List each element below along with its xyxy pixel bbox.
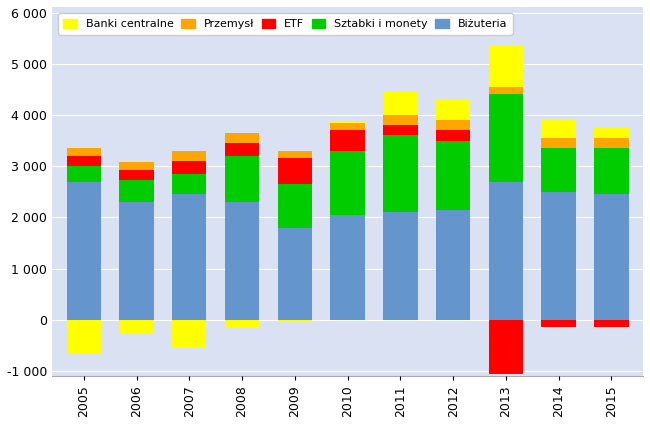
Bar [330, 215, 365, 320]
Bar [436, 120, 471, 130]
Bar [172, 151, 207, 161]
Bar [436, 100, 471, 120]
Bar [384, 212, 417, 320]
Bar [384, 92, 417, 115]
Bar [330, 130, 365, 151]
Bar [225, 133, 259, 143]
Bar [120, 162, 154, 170]
Bar [384, 125, 417, 135]
Bar [330, 121, 365, 123]
Bar [436, 130, 471, 141]
Bar [594, 128, 629, 138]
Bar [594, 138, 629, 148]
Bar [489, 181, 523, 320]
Bar [67, 156, 101, 166]
Bar [172, 161, 207, 174]
Bar [489, 95, 523, 181]
Bar [67, 181, 101, 320]
Bar [541, 138, 576, 148]
Bar [541, 120, 576, 138]
Bar [120, 202, 154, 320]
Bar [330, 123, 365, 130]
Bar [541, 148, 576, 192]
Bar [384, 115, 417, 125]
Bar [278, 320, 312, 321]
Bar [541, 192, 576, 320]
Bar [120, 170, 154, 180]
Bar [278, 184, 312, 228]
Bar [67, 148, 101, 156]
Bar [436, 210, 471, 320]
Bar [541, 320, 576, 327]
Bar [278, 159, 312, 184]
Bar [172, 194, 207, 320]
Bar [225, 156, 259, 202]
Bar [172, 320, 207, 348]
Bar [594, 320, 629, 327]
Legend: Banki centralne, Przemysł, ETF, Sztabki i monety, Biżuteria: Banki centralne, Przemysł, ETF, Sztabki … [58, 13, 513, 34]
Bar [436, 141, 471, 210]
Bar [278, 228, 312, 320]
Bar [594, 194, 629, 320]
Bar [172, 174, 207, 194]
Bar [225, 143, 259, 156]
Bar [225, 202, 259, 320]
Bar [330, 151, 365, 215]
Bar [594, 148, 629, 194]
Bar [489, 87, 523, 95]
Bar [120, 180, 154, 202]
Bar [225, 320, 259, 327]
Bar [489, 46, 523, 87]
Bar [67, 320, 101, 353]
Bar [120, 320, 154, 332]
Bar [67, 166, 101, 181]
Bar [278, 151, 312, 159]
Bar [384, 135, 417, 212]
Bar [489, 320, 523, 374]
